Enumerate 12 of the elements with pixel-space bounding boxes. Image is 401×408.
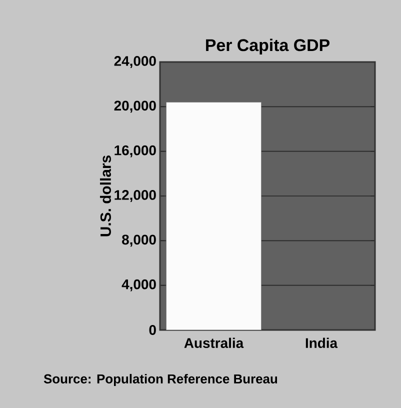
y-tick-label: 8,000	[122, 234, 156, 247]
y-tick-label: 12,000	[114, 190, 156, 202]
y-tick-label: 24,000	[114, 56, 156, 68]
y-axis-title: U.S. dollars	[100, 156, 111, 236]
y-tick-label: 0	[149, 325, 156, 335]
y-tick-label: 16,000	[114, 145, 156, 158]
chart-title: Per Capita GDP	[206, 38, 330, 54]
y-tick-label: 4,000	[122, 279, 156, 292]
source-note: Source: Population Reference Bureau	[44, 374, 278, 386]
x-tick-label: Australia	[184, 338, 244, 348]
x-tick-label: India	[306, 338, 338, 348]
y-tick-label: 20,000	[114, 100, 156, 113]
